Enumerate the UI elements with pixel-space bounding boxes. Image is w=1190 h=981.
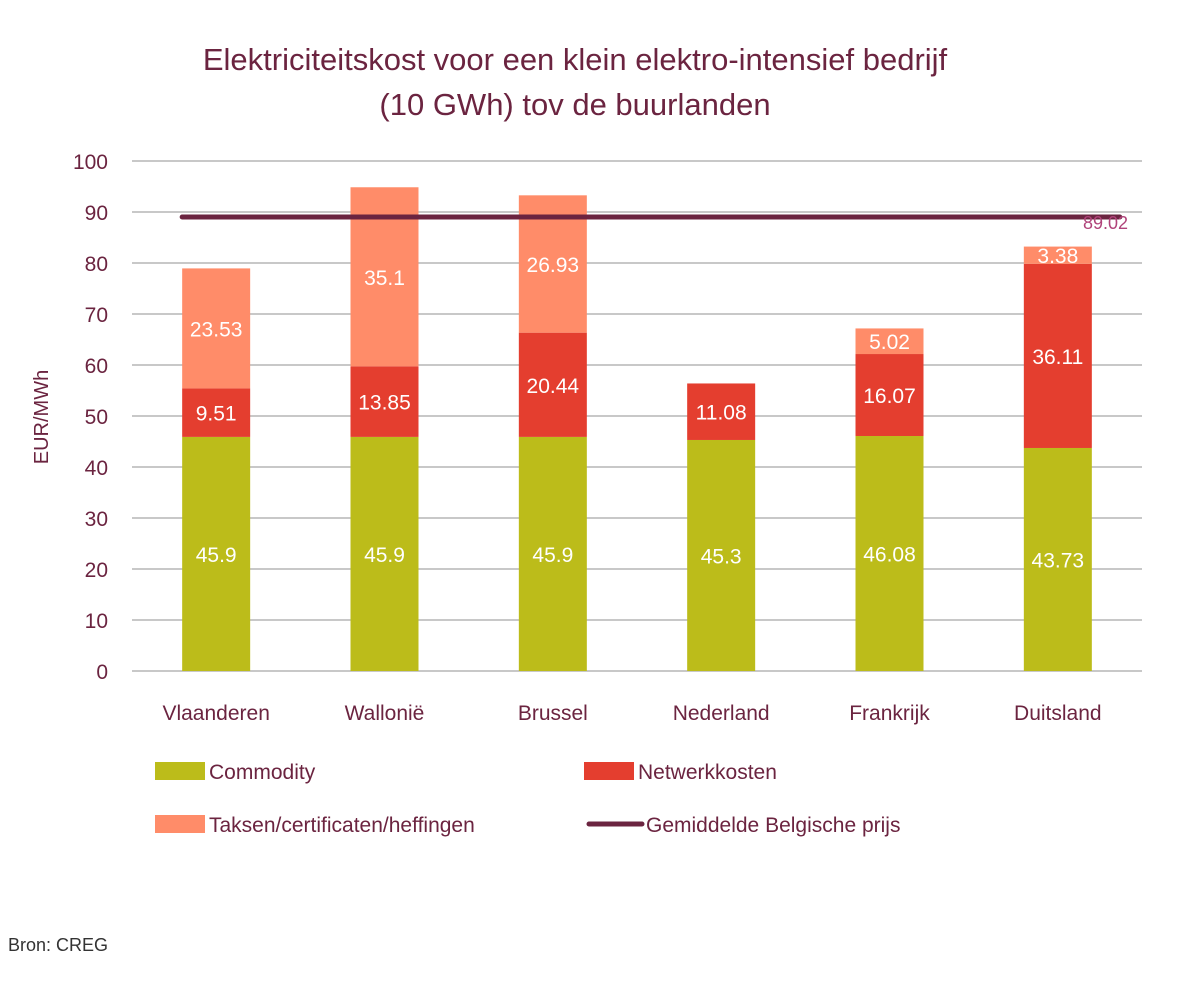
y-tick-label: 100: [73, 151, 108, 174]
bar-segment-commodity: [687, 439, 756, 671]
legend-swatch: [155, 815, 205, 833]
bar-segment-netwerkkosten: [182, 388, 251, 437]
y-axis-ticks: 0 10 20 30 40 50 60 70 80 90 100: [73, 151, 108, 684]
y-tick-label: 10: [85, 610, 108, 633]
data-label: 45.9: [196, 544, 237, 567]
y-tick-label: 30: [85, 508, 108, 531]
chart-title-line-1: Elektriciteitskost voor een klein elektr…: [203, 42, 948, 77]
data-label: 13.85: [358, 392, 411, 415]
legend-swatch: [584, 762, 634, 780]
bars: 45.9 9.51 23.53 45.9 13.85 35.1 45.9 20.44 26.93…: [182, 187, 1092, 671]
x-category-label: Nederland: [673, 702, 770, 725]
y-axis-label: EUR/MWh: [31, 370, 53, 464]
x-category-label: Wallonië: [345, 702, 425, 725]
bar-segment-netwerkkosten: [350, 366, 419, 437]
data-label: 3.38: [1037, 245, 1078, 268]
data-label: 45.9: [364, 544, 405, 567]
y-tick-label: 20: [85, 559, 108, 582]
data-label: 5.02: [869, 331, 910, 354]
y-tick-label: 40: [85, 457, 108, 480]
reference-line-group: 89.02: [179, 213, 1128, 233]
y-tick-label: 80: [85, 253, 108, 276]
bar-segment-commodity: [182, 436, 251, 671]
bar-segment-commodity: [518, 436, 587, 671]
legend-label: Taksen/certificaten/heffingen: [209, 814, 475, 837]
bar-segment-taksen-certificaten-heffingen: [855, 328, 924, 355]
bar-segment-commodity: [350, 436, 419, 671]
data-label: 23.53: [190, 318, 243, 341]
chart-title-line-2: (10 GWh) tov de buurlanden: [379, 87, 770, 122]
bar-segment-commodity: [855, 435, 924, 671]
data-label: 45.3: [701, 545, 742, 568]
legend-label: Commodity: [209, 761, 316, 784]
bar-segment-netwerkkosten: [518, 332, 587, 437]
data-label: 46.08: [863, 543, 916, 566]
data-label: 45.9: [532, 544, 573, 567]
source-note: Bron: CREG: [8, 935, 109, 955]
data-label: 9.51: [196, 403, 237, 426]
y-tick-label: 60: [85, 355, 108, 378]
data-label: 20.44: [527, 375, 580, 398]
gridlines: [132, 160, 1142, 672]
legend-swatch: [155, 762, 205, 780]
y-tick-label: 0: [96, 661, 108, 684]
x-category-label: Duitsland: [1014, 702, 1102, 725]
data-label: 26.93: [527, 254, 580, 277]
y-tick-label: 90: [85, 202, 108, 225]
x-axis-categories: Vlaanderen Wallonië Brussel Nederland Frankr…: [162, 702, 1101, 725]
x-category-label: Frankrijk: [849, 702, 930, 725]
bar-segment-taksen-certificaten-heffingen: [182, 268, 251, 389]
x-category-label: Brussel: [518, 702, 588, 725]
bar-segment-commodity: [1023, 447, 1092, 671]
legend-label: Gemiddelde Belgische prijs: [646, 814, 900, 837]
legend: Commodity Netwerkkosten Taksen/certificate…: [155, 761, 900, 837]
bar-segment-netwerkkosten: [687, 383, 756, 440]
data-label: 43.73: [1032, 549, 1085, 572]
data-label: 35.1: [364, 267, 405, 290]
x-category-label: Vlaanderen: [162, 702, 269, 725]
data-label: 16.07: [863, 385, 916, 408]
bar-segment-netwerkkosten: [1023, 263, 1092, 448]
y-tick-label: 50: [85, 406, 108, 429]
reference-line-label: 89.02: [1083, 213, 1128, 233]
bar-segment-netwerkkosten: [855, 354, 924, 436]
bar-segment-taksen-certificaten-heffingen: [1023, 246, 1092, 264]
legend-label: Netwerkkosten: [638, 761, 777, 784]
y-tick-label: 70: [85, 304, 108, 327]
data-label: 11.08: [696, 402, 747, 425]
data-label: 36.11: [1032, 346, 1083, 369]
